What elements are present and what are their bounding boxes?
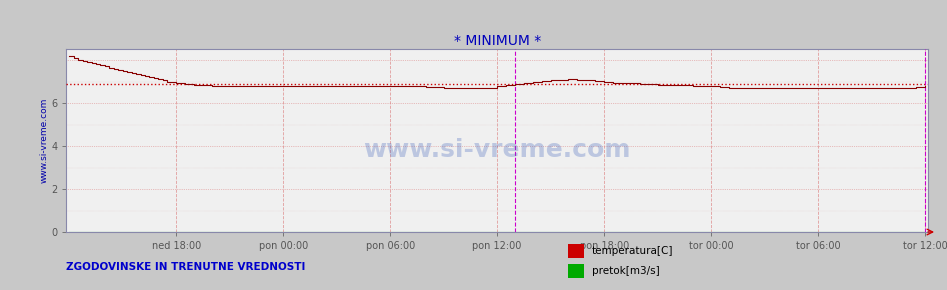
Text: www.si-vreme.com: www.si-vreme.com — [364, 138, 631, 162]
Text: ZGODOVINSKE IN TRENUTNE VREDNOSTI: ZGODOVINSKE IN TRENUTNE VREDNOSTI — [66, 262, 306, 272]
Title: * MINIMUM *: * MINIMUM * — [454, 34, 541, 48]
Y-axis label: www.si-vreme.com: www.si-vreme.com — [39, 98, 48, 183]
Text: pretok[m3/s]: pretok[m3/s] — [592, 266, 659, 276]
Text: temperatura[C]: temperatura[C] — [592, 246, 673, 256]
